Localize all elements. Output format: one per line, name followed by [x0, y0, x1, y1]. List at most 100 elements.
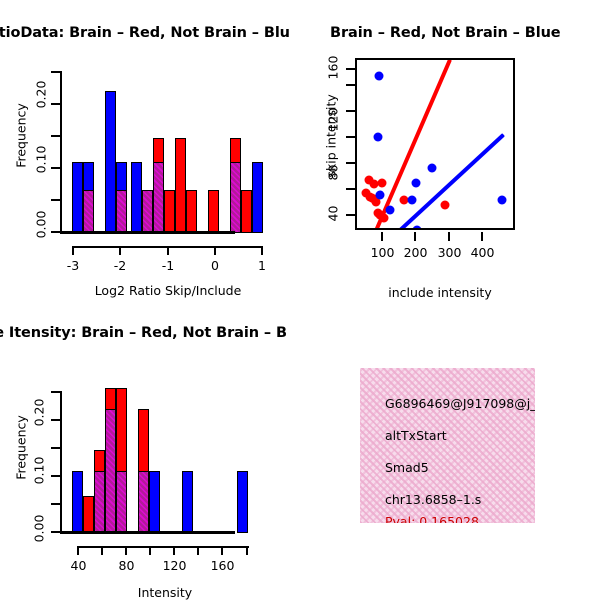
scatter-point-blue: [373, 132, 383, 142]
scatter-y-tick-1: 80: [325, 164, 341, 181]
info-line-event-type: altTxStart: [385, 428, 447, 443]
gene-bar-blue: [149, 471, 160, 533]
scatter-x-tick-0: 100: [370, 245, 395, 260]
gene-y-tick-mark: [51, 475, 60, 478]
ratio-y-tick-mark: [51, 167, 60, 170]
scatter-point-blue: [407, 195, 417, 205]
ratio-histogram-title: RatioData: Brain – Red, Not Brain – Blu: [0, 25, 290, 41]
gene-bar-red: [83, 496, 94, 533]
scatter-y-tick-2: 120: [325, 107, 341, 132]
ratio-bar-blue: [131, 162, 142, 233]
scatter-y-tick-mark: [346, 84, 355, 87]
scatter-point-blue: [412, 225, 422, 228]
ratio-y-tick-0: 0.00: [33, 210, 49, 239]
scatter-y-tick-0: 40: [325, 205, 341, 222]
panel-intensity-scatter: Brain – Red, Not Brain – Blue skip inten…: [300, 0, 600, 300]
gene-y-tick-mark: [51, 419, 60, 422]
ratio-y-tick-2: 0.20: [33, 80, 49, 109]
gene-x-tick-1: 80: [118, 558, 135, 573]
ratio-bar-blue: [105, 91, 116, 233]
scatter-point-red: [364, 175, 374, 185]
scatter-y-tick-mark: [346, 110, 355, 113]
info-line-gene-symbol: Smad5: [385, 460, 429, 475]
info-line-chromosome: chr13.6858–1.s: [385, 492, 482, 507]
gene-x-tick-2: 120: [162, 558, 187, 573]
ratio-bar-overlap: [153, 162, 164, 233]
gene-y-axis: [60, 391, 63, 534]
scatter-point-blue: [497, 195, 507, 205]
gene-bar-overlap: [116, 471, 127, 533]
gene-bar-blue: [237, 471, 248, 533]
ratio-x-tick-mark: [214, 246, 217, 255]
ratio-y-tick-mark: [51, 199, 60, 202]
ratio-bar-blue: [252, 162, 263, 233]
gene-bar-blue: [182, 471, 193, 533]
gene-x-tick-mark: [149, 546, 152, 555]
ratio-x-tick-3: 0: [211, 258, 219, 273]
gene-x-tick-mark: [101, 546, 104, 555]
info-line-pvalue: Pval: 0.165028: [385, 514, 479, 523]
gene-y-tick-1: 0.10: [31, 456, 47, 485]
gene-x-tick-mark: [221, 546, 224, 555]
ratio-histogram-xlabel: Log2 Ratio Skip/Include: [94, 283, 242, 298]
gene-y-tick-mark: [51, 503, 60, 506]
ratio-x-tick-2: -1: [161, 258, 175, 273]
ratio-x-tick-mark: [261, 246, 264, 255]
ratio-bar-overlap: [230, 162, 241, 233]
gene-bar-overlap: [94, 471, 105, 533]
annotation-info-box: G6896469@J917098@j_ altTxStart Smad5 chr…: [360, 368, 535, 523]
gene-bar-blue: [72, 471, 83, 533]
gene-histogram-title: ne Itensity: Brain – Red, Not Brain – B: [0, 325, 287, 341]
ratio-bar-overlap: [83, 190, 94, 233]
gene-x-tick-0: 40: [70, 558, 87, 573]
ratio-x-tick-mark: [119, 246, 122, 255]
gene-x-tick-axis: [77, 546, 249, 549]
ratio-bar-overlap: [116, 190, 127, 233]
scatter-point-red: [379, 213, 389, 223]
ratio-y-axis: [60, 71, 63, 234]
scatter-point-blue: [374, 71, 384, 81]
ratio-x-axis: [60, 231, 235, 234]
scatter-point-red: [369, 179, 379, 189]
ratio-y-tick-mark: [51, 135, 60, 138]
scatter-x-tick-mark: [381, 232, 384, 241]
gene-bar-overlap: [105, 409, 116, 533]
scatter-point-blue: [375, 190, 385, 200]
scatter-point-red: [440, 200, 450, 210]
panel-gene-intensity-histogram: ne Itensity: Brain – Red, Not Brain – B …: [0, 300, 300, 600]
scatter-plot-area: [355, 58, 515, 230]
scatter-y-tick-mark: [346, 68, 355, 71]
gene-y-tick-mark: [51, 447, 60, 450]
gene-x-tick-3: 160: [210, 558, 235, 573]
scatter-y-tick-mark: [346, 214, 355, 217]
ratio-bar-red: [241, 190, 252, 233]
scatter-point-blue: [411, 178, 421, 188]
gene-x-tick-mark: [197, 546, 200, 555]
gene-x-tick-mark: [125, 546, 128, 555]
gene-histogram-ylabel: Frequency: [13, 415, 29, 480]
scatter-x-tick-1: 200: [403, 245, 428, 260]
gene-histogram-xlabel: Intensity: [137, 585, 193, 600]
panel-ratio-histogram: RatioData: Brain – Red, Not Brain – Blu …: [0, 0, 300, 300]
gene-x-tick-mark: [246, 546, 249, 555]
gene-y-tick-mark: [51, 391, 60, 394]
ratio-x-tick-0: -3: [66, 258, 80, 273]
scatter-point-blue: [385, 205, 395, 215]
scatter-y-tick-mark: [346, 136, 355, 139]
ratio-x-tick-1: -2: [113, 258, 127, 273]
scatter-point-red: [399, 195, 409, 205]
ratio-y-tick-mark: [51, 71, 60, 74]
ratio-bar-blue: [72, 162, 83, 233]
gene-y-tick-mark: [51, 531, 60, 534]
ratio-x-tick-mark: [167, 246, 170, 255]
ratio-x-tick-4: 1: [258, 258, 266, 273]
scatter-xlabel: include intensity: [388, 285, 492, 300]
ratio-bar-red: [208, 190, 219, 233]
scatter-y-tick-3: 160: [325, 55, 341, 80]
ratio-y-tick-mark: [51, 103, 60, 106]
scatter-x-tick-mark: [414, 232, 417, 241]
gene-x-tick-mark: [77, 546, 80, 555]
scatter-x-tick-mark: [448, 232, 451, 241]
ratio-bar-overlap: [142, 190, 153, 233]
gene-bar-overlap: [138, 471, 149, 533]
